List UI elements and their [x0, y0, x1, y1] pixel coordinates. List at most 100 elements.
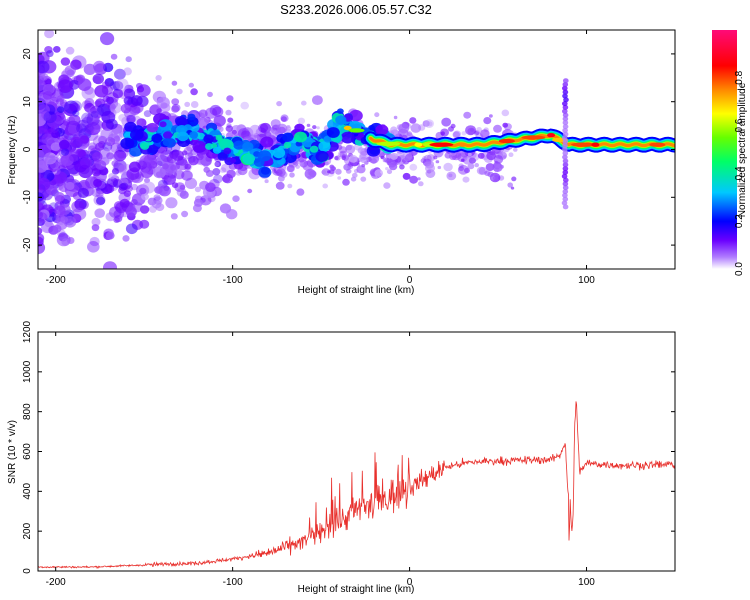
snr-plot-area [38, 401, 675, 570]
spectrogram-cell [136, 86, 145, 93]
spectrogram-spike-cell [562, 131, 569, 137]
spectrogram-cell [443, 162, 453, 172]
spectrogram-cell [312, 95, 323, 105]
spectrogram-cell [260, 136, 274, 148]
spectrogram-cell [65, 182, 75, 190]
spectrogram-spike-cell [562, 93, 568, 99]
spectrogram-peak [591, 142, 600, 147]
spectrogram-cell [67, 124, 78, 134]
spectrogram-cell [334, 155, 341, 161]
spectrogram-peak [458, 142, 467, 147]
spectrogram-cell [192, 140, 207, 153]
spectrogram-cell [312, 125, 317, 130]
spectrogram-cell [257, 150, 272, 162]
spectrogram-cell [171, 105, 180, 113]
spectrogram-cell [340, 131, 355, 144]
spectrogram-cell [65, 46, 75, 55]
colorbar: 0.0 0.2 0.4 0.6 0.8 Normalized spectral ampl… [712, 30, 748, 276]
spectrogram-cell [50, 125, 59, 133]
spectrogram-cell [114, 68, 126, 80]
spectrogram-cell [165, 197, 178, 209]
spectrogram-ytick-label: 0 [22, 146, 33, 152]
snr-ytick-label: 1200 [22, 320, 33, 343]
spectrogram-cell [56, 95, 65, 102]
spectrogram-cell [72, 110, 80, 117]
spectrogram-spike-cell [562, 166, 569, 172]
spectrogram-cell [125, 223, 138, 235]
spectrogram-cell [217, 152, 228, 161]
spectrogram-cell [54, 205, 66, 216]
spectrogram-cell [60, 148, 70, 156]
spectrogram-spike-cell [562, 150, 569, 156]
spectrogram-cell [113, 135, 121, 142]
spectrogram-cell [409, 175, 418, 184]
spectrogram-cell [125, 185, 133, 193]
spectrogram-cell [100, 32, 115, 46]
spectrogram-cell [94, 208, 105, 218]
spectrogram-cell [437, 165, 442, 170]
spectrogram-cell [160, 149, 174, 162]
spectrogram-cell [511, 176, 517, 182]
spectrogram-cell [38, 101, 45, 113]
spectrogram-cell [198, 109, 208, 118]
spectrogram-cell [339, 150, 348, 158]
spectrogram-cell [345, 168, 352, 174]
spectrogram-cell [102, 62, 114, 73]
spectrogram-cell [417, 177, 421, 181]
spectrogram-cell [105, 118, 118, 130]
spectrogram-cell [163, 185, 170, 191]
spectrogram-cell [469, 157, 476, 164]
spectrogram-cell [69, 100, 82, 113]
spectrogram-cell [53, 171, 68, 184]
spectrogram-cell [162, 138, 173, 147]
spectrogram-cell [375, 124, 389, 136]
spectrogram-cell [151, 199, 162, 209]
spectrogram-cell [87, 188, 95, 195]
spectrogram-cell [61, 238, 70, 246]
spectrogram-spike-cell [562, 196, 569, 202]
spectrogram-cell [302, 160, 314, 171]
spectrogram-cell [92, 152, 103, 162]
spectrogram-cell [124, 121, 137, 133]
spectrogram-cell [283, 141, 292, 149]
spectrogram-cell [139, 161, 152, 173]
spectrogram-ridge-band [343, 78, 675, 210]
spectrogram-cell [59, 139, 70, 150]
spectrogram-cell [177, 131, 189, 142]
spectrogram-cell [152, 166, 166, 179]
spectrogram-cell [213, 174, 223, 184]
spectrogram-cell [304, 168, 316, 179]
spectrogram-cell [260, 167, 271, 175]
spectrogram-cell [390, 126, 398, 133]
spectrogram-y-ticks: -20 -10 0 10 20 [22, 48, 675, 252]
spectrogram-cell [38, 211, 44, 220]
spectrogram-cell [162, 163, 169, 170]
spectrogram-cell [140, 142, 150, 150]
spectrogram-cell [38, 160, 48, 173]
spectrogram-cell [72, 207, 87, 221]
spectrogram-cell [156, 183, 169, 196]
spectrogram-cell [213, 115, 226, 127]
spectrogram-ytick-label: 10 [22, 96, 33, 108]
spectrogram-cell [153, 194, 161, 201]
spectrogram-cell [478, 167, 488, 175]
spectrogram-cell [54, 192, 65, 202]
spectrogram-cell [88, 142, 97, 151]
spectrogram-peak [414, 142, 423, 147]
snr-ytick-label: 400 [22, 483, 33, 500]
spectrogram-cell [507, 182, 513, 188]
spectrogram-cell [140, 157, 151, 167]
spectrogram-cell [38, 144, 51, 158]
spectrogram-xtick-label: 0 [407, 275, 413, 286]
spectrogram-cell [181, 210, 189, 218]
spectrogram-cell [486, 151, 496, 161]
spectrogram-cell [38, 212, 48, 223]
spectrogram-cell [125, 206, 137, 217]
spectrogram-spike-cell [562, 108, 568, 114]
spectrogram-cell [80, 157, 92, 169]
spectrogram-ytick-label: -10 [22, 190, 33, 205]
spectrogram-cell [130, 199, 138, 206]
spectrogram-cell [295, 141, 302, 147]
spectrogram-cell [53, 46, 61, 53]
spectrogram-cell [374, 112, 380, 118]
